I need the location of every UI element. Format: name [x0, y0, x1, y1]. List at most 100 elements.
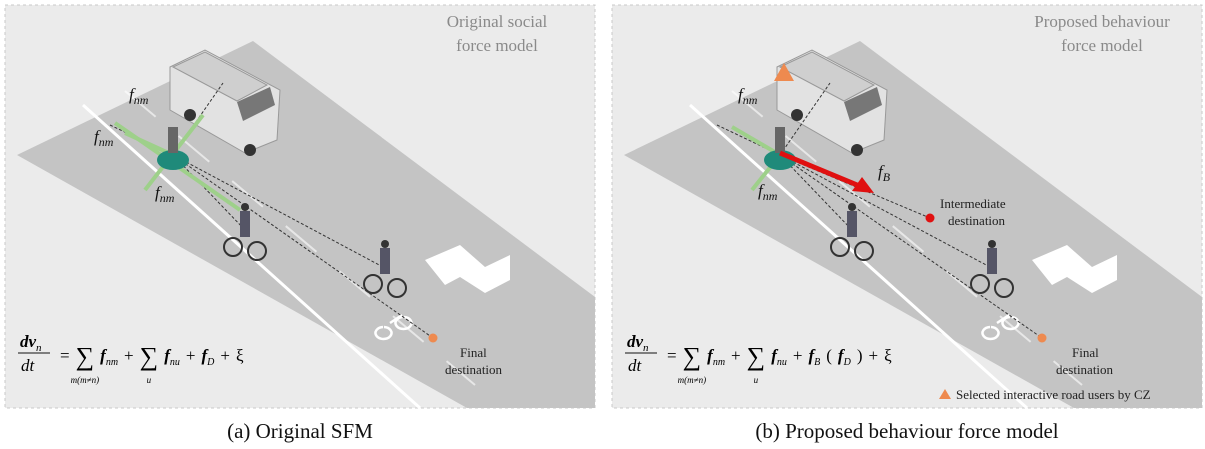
eq-token: +	[868, 346, 878, 365]
title: Proposed behaviour	[1034, 12, 1170, 31]
panel-a: Original social force model fnm fnm fnm …	[4, 4, 596, 410]
panel-b: Proposed behaviour force model fnm fnm f…	[611, 4, 1203, 410]
eq-text: f	[707, 346, 715, 365]
eq-text: +	[124, 346, 134, 365]
lane-line	[731, 90, 1083, 386]
eq-token: fD	[201, 346, 215, 368]
eq-token: ∑	[683, 342, 702, 371]
eq-sub: D	[206, 357, 215, 368]
bike-wheel	[223, 237, 243, 257]
eq-sub: nu	[170, 357, 180, 368]
intermediate-destination: destination	[948, 213, 1006, 228]
bike-wheel	[247, 241, 267, 261]
bike-wheel	[387, 278, 407, 298]
eq-token: fnu	[164, 346, 180, 368]
eq-text: f	[808, 346, 816, 365]
lane-line	[81, 103, 422, 410]
eq-token: fnu	[771, 346, 787, 368]
intermediate-destination: Intermediate	[940, 196, 1006, 211]
legend: Selected interactive road users by CZ	[956, 387, 1151, 402]
eq-text: dv	[627, 332, 644, 351]
force-label: fnm	[94, 127, 114, 149]
wheel	[791, 109, 803, 121]
eq-under: u	[754, 375, 759, 385]
cyclist	[847, 211, 857, 237]
final-destination: destination	[445, 362, 503, 377]
eq-token: +	[124, 346, 134, 365]
bike-wheel	[994, 278, 1014, 298]
force-arrow	[124, 131, 174, 157]
eq-token: +	[793, 346, 803, 365]
rider	[775, 127, 785, 153]
eq-token: +	[220, 346, 230, 365]
eq-token: +	[186, 346, 196, 365]
interaction-line	[779, 154, 1043, 339]
intermediate-dot	[925, 213, 935, 223]
eq-token: )	[857, 346, 863, 365]
cyclist	[380, 248, 390, 274]
title: Original social	[447, 12, 548, 31]
eq-text: ∑	[76, 342, 95, 371]
eq-text: +	[868, 346, 878, 365]
numerator: dvn	[20, 332, 42, 354]
eq-under: u	[147, 375, 152, 385]
title: force model	[1061, 36, 1143, 55]
rider	[168, 127, 178, 153]
eq-text: ∑	[140, 342, 159, 371]
eq-text: ∑	[683, 342, 702, 371]
eq-text: f	[100, 346, 108, 365]
bike-symbol	[374, 313, 413, 341]
eq-token: fnm	[100, 346, 118, 368]
lane-line	[688, 103, 1029, 410]
final-destination: destination	[1056, 362, 1114, 377]
selected-marker	[774, 63, 794, 81]
behaviour-label: fB	[878, 162, 891, 184]
title: force model	[456, 36, 538, 55]
eq-token: fB	[808, 346, 820, 368]
final-destination: Final	[1072, 345, 1099, 360]
eq-text: =	[60, 346, 70, 365]
final-destination: Final	[460, 345, 487, 360]
eq-sub: n	[643, 342, 649, 354]
bike-symbol	[981, 313, 1020, 341]
eq-text: f	[201, 346, 209, 365]
eq-token: (	[826, 346, 832, 365]
van-window	[237, 87, 275, 121]
road-arrow	[425, 245, 510, 293]
final-destination-dot	[428, 333, 438, 343]
eq-text: +	[793, 346, 803, 365]
eq-text: )	[857, 346, 863, 365]
bike-wheel	[854, 241, 874, 261]
interaction-line	[172, 154, 434, 339]
head	[848, 203, 856, 211]
van-window	[844, 87, 882, 121]
eq-token: +	[731, 346, 741, 365]
eq-token: fD	[838, 346, 852, 368]
eq-sub: nu	[777, 357, 787, 368]
road-arrow	[1032, 245, 1117, 293]
eq-text: f	[771, 346, 779, 365]
eq-text: f	[838, 346, 846, 365]
behaviour-force	[779, 150, 863, 190]
force-arrow	[730, 125, 782, 157]
eq-token: fnm	[707, 346, 725, 368]
eq-text: +	[220, 346, 230, 365]
denominator: dt	[628, 356, 643, 375]
eq-sub: D	[843, 357, 852, 368]
van-roof	[171, 51, 269, 102]
eq-token: ∑	[747, 342, 766, 371]
eq-sub: B	[814, 357, 820, 368]
eq-text: dv	[20, 332, 37, 351]
eq-token: =	[60, 346, 70, 365]
wheel	[184, 109, 196, 121]
cyclist	[240, 211, 250, 237]
eq-under: m(m≠n)	[678, 375, 706, 385]
eq-sub: n	[36, 342, 42, 354]
eq-sub: nm	[106, 357, 118, 368]
bike-wheel	[363, 274, 383, 294]
eq-text: f	[164, 346, 172, 365]
eq-text: =	[667, 346, 677, 365]
eq-text: ξ	[884, 346, 892, 365]
